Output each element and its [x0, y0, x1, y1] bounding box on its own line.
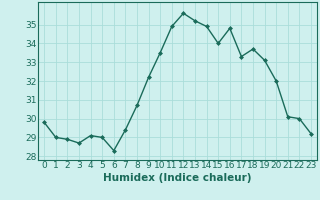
- X-axis label: Humidex (Indice chaleur): Humidex (Indice chaleur): [103, 173, 252, 183]
